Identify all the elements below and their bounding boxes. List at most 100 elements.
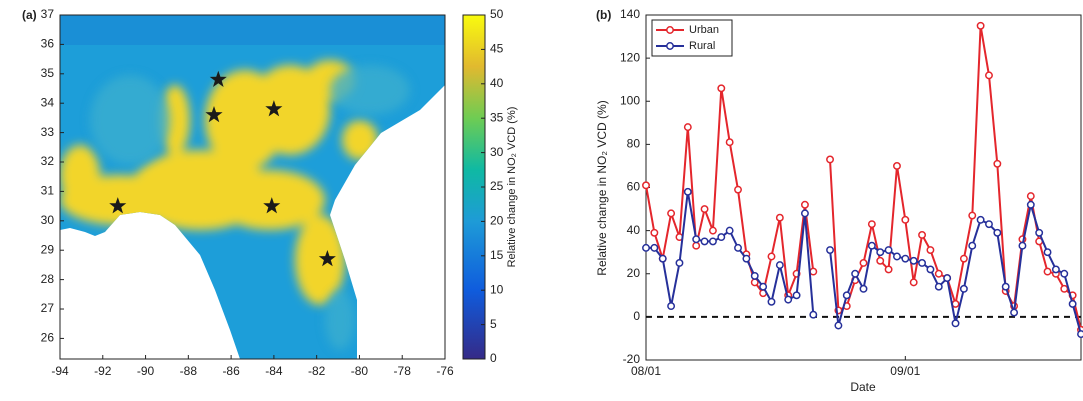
data-point: [1018, 241, 1027, 250]
y-tick-label: 35: [41, 66, 55, 80]
x-tick-label: -76: [436, 364, 454, 378]
data-point: [901, 215, 910, 224]
data-point: [800, 200, 809, 209]
data-point: [784, 295, 793, 304]
data-point: [826, 246, 834, 254]
y-axis-label: Relative change in NO₂ VCD (%): [595, 100, 609, 275]
panel-label: (b): [596, 8, 611, 22]
colorbar-label: Relative change in NO₂ VCD (%): [506, 107, 518, 268]
data-point: [1043, 248, 1052, 257]
data-point: [859, 284, 868, 293]
data-point: [734, 185, 742, 194]
y-tick-label: 100: [620, 93, 640, 107]
data-point: [642, 243, 650, 252]
data-point: [775, 261, 784, 270]
y-tick-label: 34: [41, 95, 55, 109]
data-point: [851, 269, 860, 278]
data-point: [759, 282, 768, 291]
data-point: [968, 241, 977, 250]
panel-label: (a): [22, 8, 37, 22]
data-point: [985, 71, 993, 80]
y-tick-label: 80: [627, 137, 641, 151]
data-point: [809, 267, 818, 276]
data-point: [934, 269, 943, 278]
y-tick-label: 26: [41, 331, 55, 345]
data-point: [700, 205, 709, 214]
site-marker: [265, 100, 283, 117]
y-tick-label: 31: [41, 184, 55, 198]
y-tick-label: -20: [623, 352, 641, 366]
data-point: [1035, 228, 1044, 237]
x-axis-label: Date: [850, 380, 876, 394]
data-point: [642, 181, 650, 190]
data-point: [943, 274, 952, 283]
x-tick-label: 09/01: [890, 364, 920, 378]
colorbar-tick-label: 50: [490, 7, 504, 21]
data-point: [683, 123, 692, 132]
y-tick-label: 0: [633, 309, 640, 323]
colorbar-tick-label: 15: [490, 248, 504, 262]
data-point: [934, 282, 943, 291]
data-point: [993, 228, 1002, 237]
site-marker: [209, 70, 227, 87]
data-point: [867, 220, 876, 229]
data-point: [717, 84, 726, 93]
data-point: [700, 237, 709, 246]
data-point: [1026, 200, 1035, 209]
data-point: [842, 291, 851, 300]
data-point: [767, 252, 776, 261]
data-point: [1010, 308, 1019, 317]
data-point: [792, 291, 801, 300]
y-tick-label: 27: [41, 301, 55, 315]
data-point: [918, 230, 927, 239]
data-point: [959, 284, 968, 293]
x-tick-label: -88: [180, 364, 198, 378]
data-point: [750, 271, 759, 280]
data-point: [926, 265, 935, 274]
site-marker: [263, 197, 281, 214]
x-tick-label: -86: [222, 364, 240, 378]
data-point: [708, 237, 717, 246]
y-tick-label: 29: [41, 242, 55, 256]
data-point: [876, 248, 885, 257]
data-point: [800, 209, 809, 218]
colorbar-tick-label: 40: [490, 76, 504, 90]
y-tick-label: 36: [41, 37, 55, 51]
data-point: [867, 241, 876, 250]
legend-label: Rural: [689, 40, 715, 52]
data-point: [826, 155, 834, 164]
data-point: [775, 213, 784, 222]
colorbar-tick-label: 20: [490, 214, 504, 228]
data-point: [725, 226, 734, 235]
legend-marker: [666, 42, 674, 50]
data-point: [650, 228, 659, 237]
data-point: [1060, 284, 1069, 293]
colorbar-tick-label: 45: [490, 42, 504, 56]
data-point: [1060, 269, 1069, 278]
y-tick-label: 30: [41, 213, 55, 227]
x-tick-label: -78: [394, 364, 412, 378]
data-point: [667, 302, 676, 311]
y-tick-label: 120: [620, 50, 640, 64]
data-point: [968, 211, 977, 220]
colorbar-tick-label: 0: [490, 351, 497, 365]
data-point: [926, 246, 935, 254]
x-tick-label: -90: [137, 364, 155, 378]
data-point: [909, 256, 918, 265]
data-point: [767, 297, 776, 306]
x-tick-label: 08/01: [631, 364, 661, 378]
y-tick-label: 60: [627, 180, 641, 194]
data-point: [742, 254, 751, 263]
site-marker: [109, 197, 127, 214]
map-frame: [59, 14, 446, 360]
data-point: [1043, 267, 1052, 276]
data-point: [893, 252, 901, 261]
data-point: [1068, 299, 1077, 308]
colorbar-tick-label: 25: [490, 179, 504, 193]
y-tick-label: 40: [627, 223, 641, 237]
data-point: [893, 161, 901, 170]
data-point: [658, 254, 667, 263]
y-tick-label: 20: [627, 266, 641, 280]
x-tick-label: -82: [308, 364, 326, 378]
data-point: [734, 243, 742, 252]
